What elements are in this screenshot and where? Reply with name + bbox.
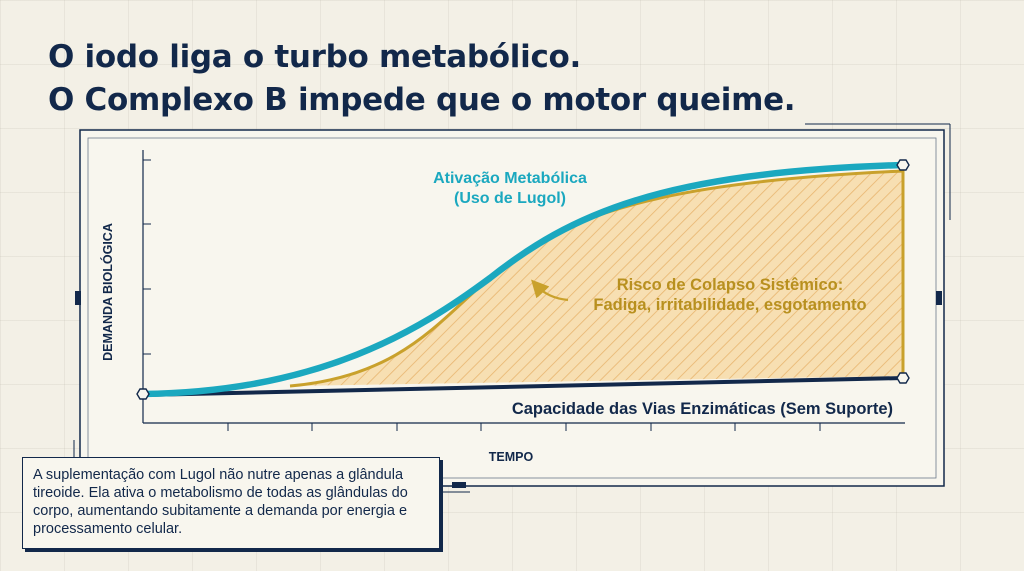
x-axis-label: TEMPO (489, 450, 534, 464)
note-box: A suplementação com Lugol não nutre apen… (22, 457, 440, 549)
start-node-marker (136, 388, 150, 400)
y-axis-label: DEMANDA BIOLÓGICA (100, 223, 115, 361)
capacity-label: Capacidade das Vias Enzimáticas (Sem Sup… (512, 400, 893, 418)
end-node-marker-bottom (896, 372, 910, 384)
headline-line-2: O Complexo B impede que o motor queime. (48, 82, 796, 118)
activation-curve (139, 161, 907, 398)
capacity-line (142, 376, 904, 397)
activation-label-line-1: Ativação Metabólica (433, 170, 587, 187)
risk-label-line-2: Fadiga, irritabilidade, esgotamento (593, 296, 866, 314)
note-text: A suplementação com Lugol não nutre apen… (33, 467, 408, 537)
headline-line-1: O iodo liga o turbo metabólico. (48, 39, 582, 75)
risk-arrow (531, 279, 569, 302)
activation-label-line-2: (Uso de Lugol) (454, 190, 566, 207)
axes: DEMANDA BIOLÓGICA TEMPO (100, 150, 905, 464)
risk-label-line-1: Risco de Colapso Sistêmico: (617, 276, 843, 294)
end-node-marker-top (896, 159, 910, 171)
risk-zone-area (290, 171, 903, 386)
headline: O iodo liga o turbo metabólico. O Comple… (48, 36, 796, 122)
